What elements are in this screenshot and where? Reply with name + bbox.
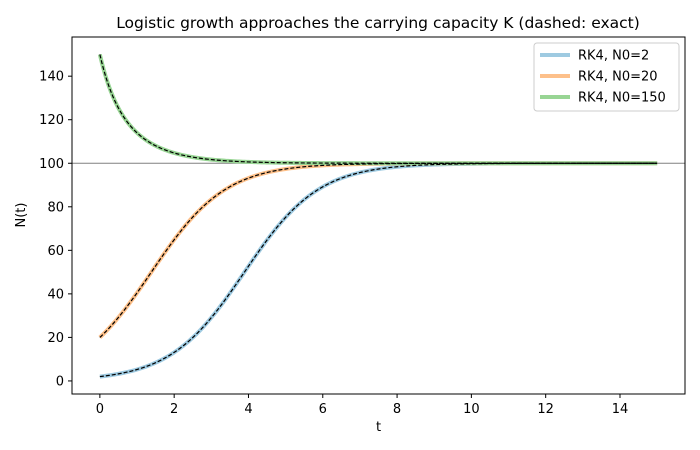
x-tick-label: 12 xyxy=(537,402,554,417)
legend-label-3: RK4, N0=150 xyxy=(578,91,666,106)
x-tick-label: 14 xyxy=(612,402,629,417)
legend-label-2: RK4, N0=20 xyxy=(578,70,658,85)
y-tick-label: 40 xyxy=(47,287,64,302)
exact-series-line-2 xyxy=(99,162,658,338)
y-tick-label: 60 xyxy=(47,244,64,259)
plot-area xyxy=(72,53,685,379)
plot-frame xyxy=(71,36,686,395)
rk4-series-line-1 xyxy=(99,161,658,379)
y-tick-label: 80 xyxy=(47,200,64,215)
legend: RK4, N0=2 RK4, N0=20 RK4, N0=150 xyxy=(533,42,680,112)
y-tick-label: 0 xyxy=(56,374,64,389)
x-tick-label: 0 xyxy=(96,402,104,417)
y-tick-label: 140 xyxy=(39,70,64,85)
chart-title: Logistic growth approaches the carrying … xyxy=(116,14,640,32)
exact-series-line-1 xyxy=(99,162,658,378)
x-tick-label: 2 xyxy=(170,402,178,417)
x-tick-label: 4 xyxy=(244,402,252,417)
y-axis-label: N(t) xyxy=(14,203,29,228)
legend-label-1: RK4, N0=2 xyxy=(578,49,649,64)
y-tick-label: 20 xyxy=(47,331,64,346)
x-tick-label: 10 xyxy=(463,402,480,417)
x-tick-label: 8 xyxy=(393,402,401,417)
y-tick-label: 100 xyxy=(39,157,64,172)
x-axis: 0 2 4 6 8 10 12 14 xyxy=(96,394,629,417)
legend-box xyxy=(533,42,680,112)
y-axis: 0 20 40 60 80 100 120 140 xyxy=(39,70,72,389)
x-tick-label: 6 xyxy=(319,402,327,417)
rk4-series-line-2 xyxy=(98,161,658,339)
x-axis-label: t xyxy=(376,420,381,435)
y-tick-label: 120 xyxy=(39,113,64,128)
